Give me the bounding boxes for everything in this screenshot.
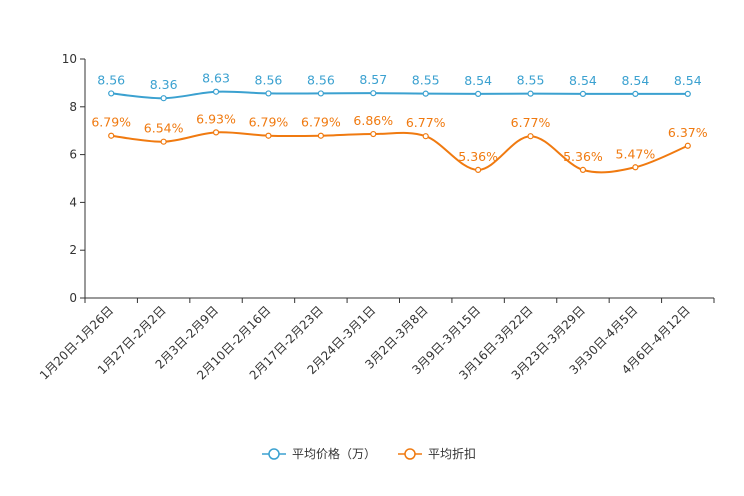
data-point[interactable] xyxy=(684,142,691,149)
y-tick-label: 10 xyxy=(62,52,77,66)
data-point[interactable] xyxy=(108,90,115,97)
series-0: 8.56 8.36 8.63 8.56 8.56 8.57 8.55 8.54 8.55 8.54… xyxy=(97,71,702,102)
data-label: 6.37% xyxy=(668,125,708,140)
data-point[interactable] xyxy=(579,90,587,97)
data-label: 5.36% xyxy=(458,149,498,164)
y-tick-label: 8 xyxy=(69,100,77,114)
data-point[interactable] xyxy=(317,90,324,97)
data-point[interactable] xyxy=(370,90,377,97)
series-line xyxy=(111,90,688,100)
data-point[interactable] xyxy=(317,132,324,139)
data-label: 8.56 xyxy=(307,72,335,87)
data-label: 8.54 xyxy=(621,73,649,88)
data-label: 8.56 xyxy=(97,72,125,87)
data-label: 8.63 xyxy=(202,71,230,86)
data-label: 6.54% xyxy=(144,121,184,136)
data-point[interactable] xyxy=(527,90,534,97)
data-label: 6.77% xyxy=(511,115,551,130)
axes: 02468101月20日-1月26日1月27日-2月2日2月3日-2月9日2月1… xyxy=(37,52,715,382)
data-point[interactable] xyxy=(160,138,167,145)
y-tick-label: 2 xyxy=(69,243,77,257)
data-point[interactable] xyxy=(632,90,639,97)
data-label: 8.36 xyxy=(150,77,178,92)
data-label: 8.55 xyxy=(412,73,440,88)
data-label: 6.93% xyxy=(196,111,236,126)
data-label: 8.56 xyxy=(255,72,283,87)
data-label: 6.79% xyxy=(301,115,341,130)
data-label: 6.79% xyxy=(249,115,289,130)
data-point[interactable] xyxy=(212,129,220,136)
data-label: 5.47% xyxy=(616,146,656,161)
legend-item-1[interactable]: 平均折扣 xyxy=(398,446,476,461)
data-point[interactable] xyxy=(265,132,272,139)
data-point[interactable] xyxy=(265,90,272,97)
data-point[interactable] xyxy=(475,90,482,97)
legend-label: 平均价格（万） xyxy=(292,446,376,461)
legend[interactable]: 平均价格（万） 平均折扣 xyxy=(262,446,476,461)
data-point[interactable] xyxy=(212,88,220,95)
data-label: 8.54 xyxy=(569,73,597,88)
data-point[interactable] xyxy=(684,90,691,97)
data-label: 8.54 xyxy=(464,73,492,88)
series-layer: 8.56 8.36 8.63 8.56 8.56 8.57 8.55 8.54 8.55 8.54… xyxy=(91,71,708,174)
legend-marker xyxy=(268,448,280,460)
data-point[interactable] xyxy=(160,95,167,102)
data-label: 6.86% xyxy=(353,113,393,128)
data-point[interactable] xyxy=(527,133,534,140)
data-point[interactable] xyxy=(475,166,482,173)
data-point[interactable] xyxy=(108,132,115,139)
data-label: 5.36% xyxy=(563,149,603,164)
data-point[interactable] xyxy=(422,133,429,140)
y-tick-label: 4 xyxy=(69,195,77,209)
data-point[interactable] xyxy=(632,164,639,171)
series-1: 6.79% 6.54% 6.93% 6.79% 6.79% 6.86% 6.77% 5.36%… xyxy=(91,111,708,174)
data-point[interactable] xyxy=(422,90,429,97)
data-point[interactable] xyxy=(579,166,587,173)
y-tick-label: 6 xyxy=(69,148,77,162)
legend-marker xyxy=(404,448,416,460)
data-point[interactable] xyxy=(370,130,377,138)
data-label: 8.55 xyxy=(517,73,545,88)
y-tick-label: 0 xyxy=(69,291,77,305)
legend-item-0[interactable]: 平均价格（万） xyxy=(262,446,376,461)
data-label: 8.57 xyxy=(359,72,387,87)
data-label: 6.79% xyxy=(91,115,131,130)
data-label: 6.77% xyxy=(406,115,446,130)
legend-label: 平均折扣 xyxy=(428,446,476,461)
data-label: 8.54 xyxy=(674,73,702,88)
